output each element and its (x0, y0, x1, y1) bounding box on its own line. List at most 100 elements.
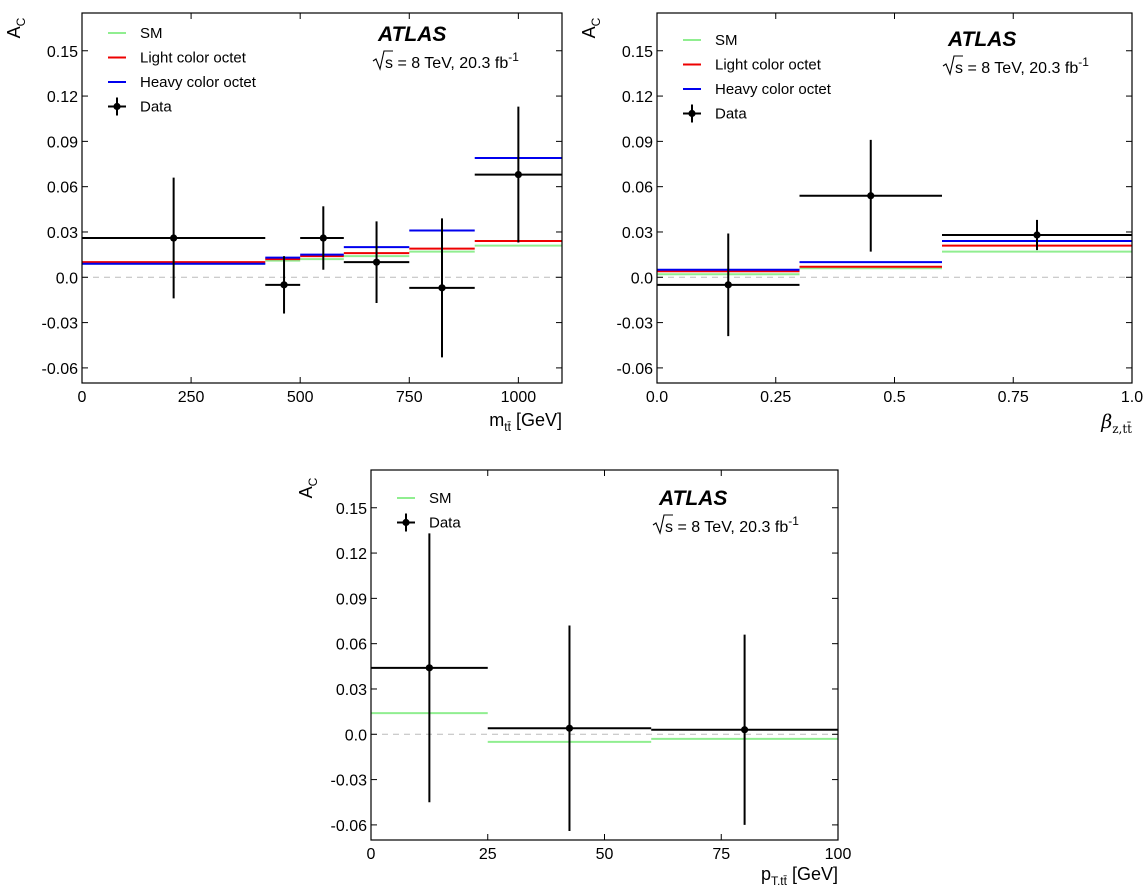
data-point-6 (514, 170, 522, 179)
y-tick-label: 0.06 (336, 637, 367, 654)
x-tick-label: 0.75 (998, 389, 1029, 406)
x-tick-label: 0.0 (646, 389, 668, 406)
y-tick-label: 0.03 (336, 682, 367, 699)
legend-label: Data (715, 106, 747, 123)
x-tick-label: 100 (825, 846, 852, 863)
x-tick-label: 50 (596, 846, 614, 863)
data-point-2 (280, 281, 288, 289)
legend: SM Data (397, 490, 461, 532)
y-axis-label-main: A (4, 26, 24, 38)
legend-label: Heavy color octet (140, 74, 257, 91)
chart-panel-2: -0.06 -0.03 0.0 0.03 0.06 0.09 0.12 0.15 0.0 0.25… (579, 12, 1143, 436)
atlas-label: ATLAS (377, 23, 446, 46)
energy-value: = 8 TeV, 20.3 fb (673, 519, 788, 536)
y-tick-label: 0.0 (345, 727, 367, 744)
energy-text: s = 8 TeV, 20.3 fb-1 (665, 514, 799, 536)
y-tick-label: 0.09 (47, 134, 78, 151)
energy-s: s (955, 60, 963, 77)
y-tick-label: 0.09 (336, 591, 367, 608)
x-tick-label: 0.25 (760, 389, 791, 406)
chart-panel-3: -0.06 -0.03 0.0 0.03 0.06 0.09 0.12 0.15 0 25 50 75… (296, 469, 852, 885)
atlas-label: ATLAS (947, 28, 1016, 51)
legend-label: Light color octet (715, 57, 822, 74)
x-axis-label-main: m (489, 410, 504, 430)
legend-label: Data (140, 99, 172, 116)
y-tick-label: -0.03 (331, 773, 368, 790)
y-tick-label: 0.06 (622, 180, 653, 197)
y-tick-label: -0.06 (42, 361, 79, 378)
y-tick-label: 0.15 (47, 44, 78, 61)
y-tick-label: 0.15 (622, 44, 653, 61)
energy-value: = 8 TeV, 20.3 fb (393, 55, 508, 72)
y-tick-label: 0.03 (47, 225, 78, 242)
x-tick-label: 75 (712, 846, 730, 863)
y-axis-label: AC (4, 17, 28, 38)
legend-data-marker (688, 109, 696, 118)
data-point-1 (724, 281, 732, 289)
y-tick-label: -0.03 (617, 316, 654, 333)
y-tick-label: -0.06 (617, 361, 654, 378)
y-axis-label-sub: C (589, 17, 603, 26)
data-point-2 (867, 192, 875, 200)
x-axis-label: mtt̄ [GeV] (489, 410, 562, 434)
sqrt-symbol (372, 50, 393, 71)
x-tick-label: 500 (287, 389, 314, 406)
energy-s: s (385, 55, 393, 72)
legend: SM Light color octet Heavy color octet Data (683, 32, 832, 123)
y-tick-label: 0.12 (336, 546, 367, 563)
data-point-3 (1033, 231, 1041, 239)
energy-label: s = 8 TeV, 20.3 fb-1 (372, 50, 519, 72)
x-axis-label: pT,tt̄ [GeV] (761, 864, 838, 885)
data-point-4 (372, 258, 381, 266)
energy-exponent: -1 (508, 50, 519, 64)
legend-label: Light color octet (140, 50, 247, 67)
y-axis-label-sub: C (306, 477, 320, 486)
y-axis-label-main: A (579, 26, 599, 38)
y-axis-label: AC (296, 477, 320, 498)
y-axis-label: AC (579, 17, 603, 38)
y-tick-label: -0.06 (331, 818, 368, 835)
x-axis-label-sub: T,tt̄ (771, 874, 788, 885)
energy-label: s = 8 TeV, 20.3 fb-1 (942, 55, 1089, 77)
y-tick-label: 0.06 (47, 180, 78, 197)
energy-text: s = 8 TeV, 20.3 fb-1 (955, 55, 1089, 77)
legend: SM Light color octet Heavy color octet Data (108, 25, 257, 116)
x-tick-label: 25 (479, 846, 497, 863)
energy-label: s = 8 TeV, 20.3 fb-1 (652, 514, 799, 536)
data-point-1 (425, 664, 433, 672)
x-tick-label: 0 (78, 389, 87, 406)
y-tick-label: 0.03 (622, 225, 653, 242)
plot-frame (81, 12, 563, 384)
data-point-1 (170, 234, 178, 242)
y-tick-label: 0.09 (622, 134, 653, 151)
data-point-3 (741, 726, 749, 734)
legend-label: SM (140, 25, 163, 42)
x-axis-label-sub: z,tt̄ (1112, 420, 1132, 436)
x-tick-label: 250 (178, 389, 205, 406)
y-axis-label-main: A (296, 486, 316, 498)
x-axis-label-main: β (1100, 411, 1112, 433)
energy-s: s (665, 519, 673, 536)
legend-data-marker (113, 102, 121, 111)
legend-label: Heavy color octet (715, 81, 832, 98)
data-point-3 (319, 234, 327, 242)
energy-value: = 8 TeV, 20.3 fb (963, 60, 1078, 77)
legend-label: Data (429, 515, 461, 532)
y-axis-label-sub: C (14, 17, 28, 26)
y-tick-label: 0.12 (622, 89, 653, 106)
atlas-label: ATLAS (658, 487, 727, 510)
data-point-5 (438, 284, 446, 292)
x-tick-label: 750 (396, 389, 423, 406)
sqrt-symbol (652, 514, 673, 535)
legend-label: SM (715, 32, 738, 49)
sqrt-symbol (942, 55, 963, 76)
y-tick-label: 0.0 (56, 270, 78, 287)
x-axis-label-unit: [GeV] (511, 410, 562, 430)
energy-exponent: -1 (788, 514, 799, 528)
x-tick-label: 0 (367, 846, 376, 863)
legend-data-marker (402, 518, 410, 527)
chart-panel-1: -0.06 -0.03 0.0 0.03 0.06 0.09 0.12 0.15 0 250 500… (4, 12, 563, 434)
data-point-2 (565, 724, 574, 732)
y-tick-label: 0.0 (631, 270, 653, 287)
